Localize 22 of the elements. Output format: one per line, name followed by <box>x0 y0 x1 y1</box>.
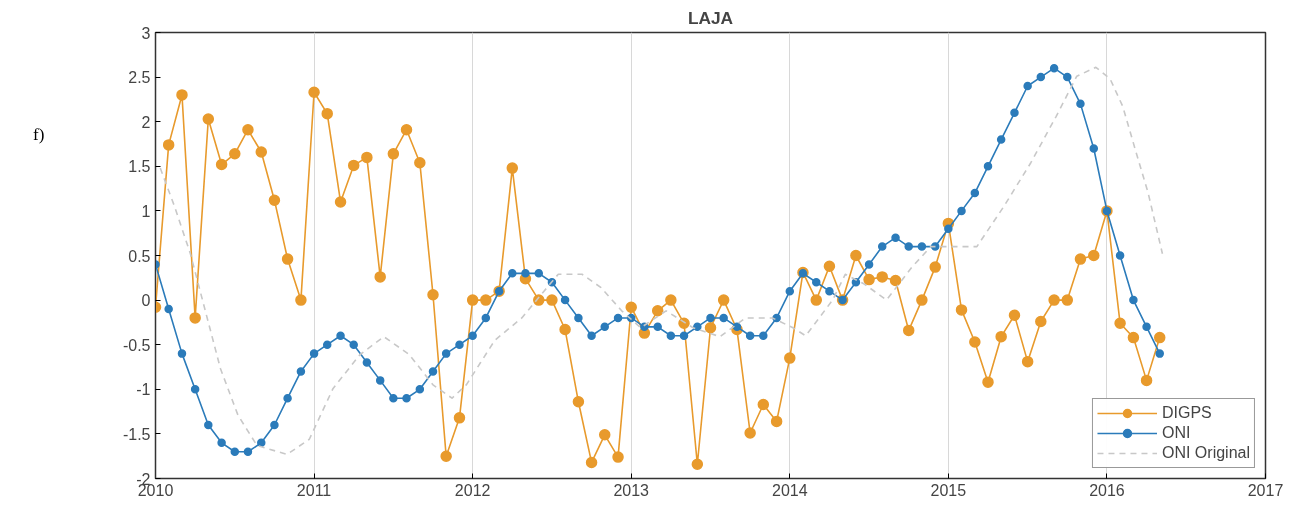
y-tick-label: -0.5 <box>122 336 151 354</box>
x-tick-label: 2016 <box>1089 481 1125 499</box>
chart-title: LAJA <box>687 7 734 28</box>
text: f) <box>33 124 45 146</box>
y-tick-label: -1 <box>136 381 151 399</box>
y-tick-label: 1.5 <box>128 158 151 176</box>
y-tick-label: 2.5 <box>128 69 151 87</box>
y-tick-label: 1 <box>141 202 151 220</box>
legend-label: ONI Original <box>1161 444 1250 462</box>
x-tick-label: 2013 <box>613 481 650 499</box>
legend-label: DIGPS <box>1161 404 1212 422</box>
y-tick-label: 3 <box>141 24 151 42</box>
x-tick-label: 2015 <box>930 481 967 499</box>
y-tick-label: 0 <box>141 292 151 310</box>
y-tick-label: 2 <box>141 113 151 131</box>
y-tick-label: -1.5 <box>122 425 151 443</box>
x-tick-label: 2014 <box>771 481 808 499</box>
x-tick-label: 2017 <box>1247 481 1284 499</box>
y-tick-label: 0.5 <box>128 247 151 265</box>
x-tick-label: 2012 <box>454 481 491 499</box>
x-tick-label: 2011 <box>296 481 332 499</box>
legend-label: ONI <box>1161 424 1191 442</box>
